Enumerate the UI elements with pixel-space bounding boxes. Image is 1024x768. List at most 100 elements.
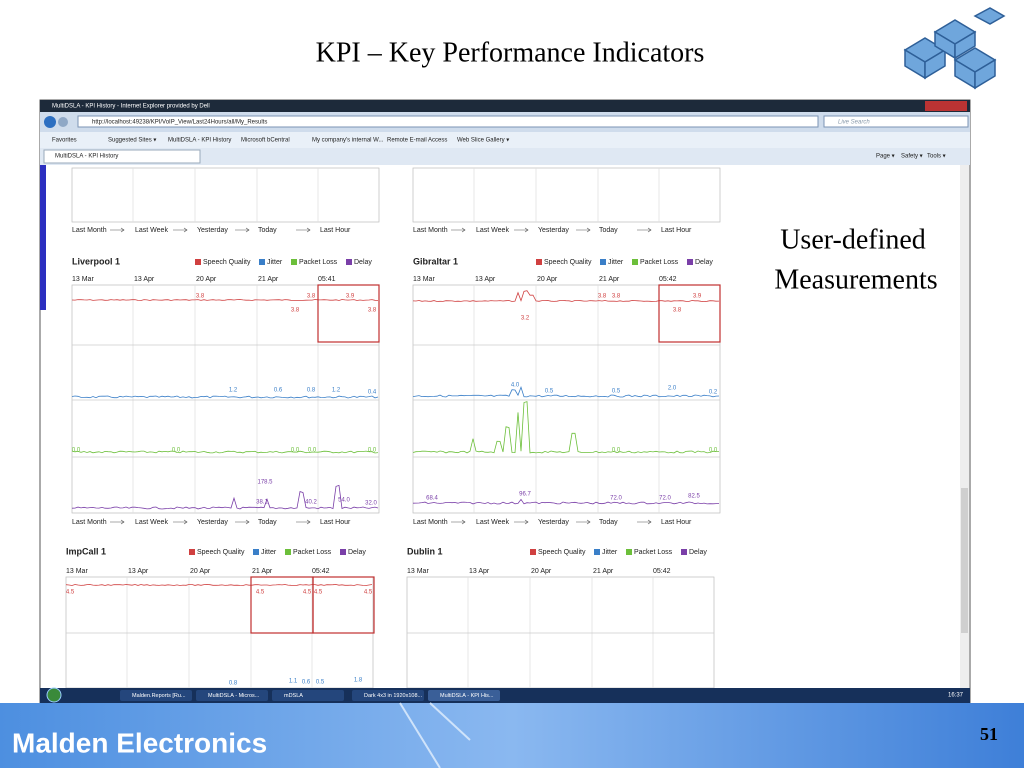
timeline-arrow	[235, 519, 250, 525]
date-label: 20 Apr	[537, 276, 558, 283]
timeline-label[interactable]: Last Month	[413, 227, 448, 234]
date-label: 05:42	[659, 276, 677, 283]
timeline-label[interactable]: Last Month	[413, 519, 448, 526]
taskbar-button[interactable]	[428, 690, 500, 701]
favorite-link[interactable]: MultiDSLA - KPI History	[168, 138, 231, 144]
chart-frame	[412, 167, 721, 223]
legend-label: Speech Quality	[197, 549, 245, 556]
brand: Malden Electronics	[12, 727, 267, 758]
favorite-link[interactable]: My company's internal W...	[312, 138, 384, 144]
timeline-label[interactable]: Yesterday	[197, 519, 228, 526]
timeline-label[interactable]: Last Week	[135, 519, 168, 526]
date-label: 21 Apr	[252, 568, 273, 575]
tab-bar	[40, 148, 970, 165]
forward-button[interactable]	[58, 117, 68, 127]
taskbar-label: Malden.Reports [Ru...	[132, 693, 186, 699]
value-label: 0.5	[545, 389, 554, 395]
panel-title: Dublin 1	[407, 546, 443, 556]
title-bar	[40, 100, 970, 112]
legend-swatch	[530, 549, 536, 555]
timeline-label[interactable]: Last Hour	[661, 519, 692, 526]
legend-swatch	[259, 259, 265, 265]
highlight-box	[312, 576, 375, 634]
toolbar-button[interactable]: Safety ▾	[901, 154, 923, 160]
sparkline	[412, 290, 720, 302]
favorite-link[interactable]: Microsoft bCentral	[241, 138, 290, 144]
legend-swatch	[600, 259, 606, 265]
date-label: 13 Apr	[475, 276, 496, 283]
date-label: 13 Mar	[72, 276, 94, 283]
window-controls[interactable]	[925, 101, 967, 111]
timeline-arrow	[110, 519, 125, 525]
scroll-thumb[interactable]	[961, 488, 968, 633]
tab[interactable]	[43, 149, 201, 164]
date-label: 20 Apr	[196, 276, 217, 283]
favorite-link[interactable]: Web Slice Gallery ▾	[457, 138, 509, 144]
taskbar-button[interactable]	[196, 690, 268, 701]
value-label: 3.9	[346, 294, 355, 300]
legend-label: Speech Quality	[203, 259, 251, 266]
toolbar-button[interactable]: Page ▾	[876, 154, 895, 160]
timeline-arrow	[514, 519, 529, 525]
value-label: 96.7	[519, 492, 531, 498]
timeline-label[interactable]: Last Week	[135, 227, 168, 234]
back-button[interactable]	[44, 116, 56, 128]
legend-swatch	[340, 549, 346, 555]
timeline-label[interactable]: Today	[258, 227, 277, 234]
legend-label: Packet Loss	[634, 549, 673, 556]
sparkline	[412, 498, 720, 505]
timeline-label[interactable]: Last Hour	[320, 227, 351, 234]
toolbar-button[interactable]: Tools ▾	[927, 154, 946, 160]
legend-swatch	[189, 549, 195, 555]
taskbar-items: Malden.Reports [Ru... MultiDSLA - Micros.…	[120, 690, 500, 701]
value-label: 3.8	[598, 294, 607, 300]
panel-title: Gibraltar 1	[413, 256, 458, 266]
timeline-label[interactable]: Last Hour	[661, 227, 692, 234]
value-label: 0.0	[612, 448, 621, 454]
timeline-arrow	[235, 227, 250, 233]
legend-label: Delay	[348, 549, 366, 556]
start-button[interactable]	[46, 687, 62, 703]
timeline-label[interactable]: Today	[599, 519, 618, 526]
timeline-arrow	[296, 519, 311, 525]
favorites-bar	[40, 132, 970, 148]
timeline-label[interactable]: Last Month	[72, 519, 107, 526]
taskbar-button[interactable]	[120, 690, 192, 701]
timeline-label[interactable]: Last Week	[476, 519, 509, 526]
value-label: 38.1	[256, 500, 268, 506]
legend-label: Packet Loss	[640, 259, 679, 266]
timeline-label[interactable]: Yesterday	[538, 519, 569, 526]
timeline-label[interactable]: Last Month	[72, 227, 107, 234]
date-label: 05:41	[318, 276, 336, 283]
date-label: 05:42	[312, 568, 330, 575]
taskbar-button[interactable]	[272, 690, 344, 701]
timeline-label[interactable]: Last Hour	[320, 519, 351, 526]
panel-title: ImpCall 1	[66, 546, 106, 556]
search-input[interactable]	[823, 115, 969, 128]
value-label: 0.6	[302, 680, 311, 686]
favorite-link[interactable]: Favorites	[52, 138, 77, 144]
value-label: 4.5	[66, 590, 75, 596]
timeline-label[interactable]: Yesterday	[197, 227, 228, 234]
value-label: 3.8	[673, 308, 682, 314]
scrollbar[interactable]	[960, 165, 969, 688]
timeline-arrow	[576, 519, 591, 525]
date-label: 20 Apr	[531, 568, 552, 575]
legend-swatch	[285, 549, 291, 555]
favorite-link[interactable]: Suggested Sites ▾	[108, 138, 156, 144]
taskbar-button[interactable]	[352, 690, 424, 701]
timeline-label[interactable]: Last Week	[476, 227, 509, 234]
favorite-link[interactable]: Remote E-mail Access	[387, 138, 447, 144]
timeline-label[interactable]: Today	[258, 519, 277, 526]
address-input[interactable]	[77, 115, 819, 128]
timeline-arrow	[296, 227, 311, 233]
value-label: 1.1	[289, 679, 298, 685]
legend-swatch	[681, 549, 687, 555]
timeline-arrow	[451, 227, 466, 233]
legend-label: Jitter	[267, 259, 283, 266]
page-number: 51	[980, 724, 998, 744]
timeline-label[interactable]: Yesterday	[538, 227, 569, 234]
legend-label: Delay	[689, 549, 707, 556]
timeline-label[interactable]: Today	[599, 227, 618, 234]
value-label: 3.2	[521, 316, 530, 322]
